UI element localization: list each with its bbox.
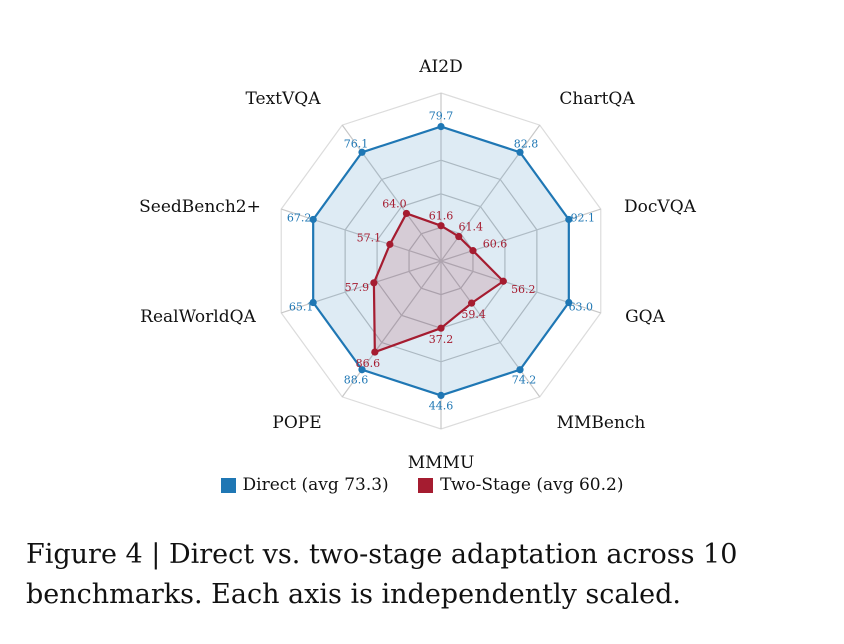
data-point-two-stage: [469, 247, 477, 255]
data-point-two-stage: [437, 324, 445, 332]
grid-spoke: [341, 124, 442, 262]
axis-label-mmbench: MMBench: [557, 413, 646, 433]
legend-item-direct: Direct (avg 73.3): [220, 475, 389, 495]
radar-grid: [280, 92, 602, 430]
value-label-direct: 63.0: [569, 301, 594, 314]
axis-label-pope: POPE: [272, 413, 321, 433]
grid-spoke: [341, 260, 442, 398]
axis-label-chartqa: ChartQA: [559, 89, 635, 109]
data-point-direct: [516, 366, 524, 374]
data-point-two-stage: [370, 279, 378, 287]
grid-spoke: [281, 208, 442, 262]
data-point-two-stage: [402, 209, 411, 218]
value-label-direct: 67.2: [287, 211, 312, 224]
radar-series: 79.7 82.8 92.1 63.0 74.2 44.6 88.6 65.1 67.2 76.1…: [287, 110, 595, 413]
value-label-two-stage: 57.1: [357, 231, 382, 244]
data-point-direct: [358, 366, 366, 374]
grid-spoke: [281, 260, 442, 314]
axis-label-ai2d: AI2D: [418, 57, 462, 77]
data-point-direct: [358, 148, 366, 156]
legend: Direct (avg 73.3) Two-Stage (avg 60.2): [0, 475, 844, 498]
value-label-two-stage: 56.2: [511, 283, 536, 296]
data-point-direct: [309, 298, 317, 307]
data-point-direct: [516, 148, 524, 156]
value-label-two-stage: 37.2: [429, 333, 454, 346]
radar-chart: 79.7 82.8 92.1 63.0 74.2 44.6 88.6 65.1 67.2 76.1…: [139, 57, 696, 473]
value-label-direct: 92.1: [571, 211, 596, 224]
value-label-direct: 79.7: [429, 110, 454, 123]
value-label-direct: 74.2: [512, 374, 537, 387]
value-label-direct: 88.6: [344, 374, 369, 387]
legend-label-two-stage: Two-Stage (avg 60.2): [440, 475, 624, 495]
figure-caption: Figure 4 | Direct vs. two-stage adaptati…: [26, 535, 826, 615]
value-label-two-stage: 61.6: [429, 210, 454, 223]
value-label-direct: 44.6: [429, 399, 454, 412]
legend-swatch-two-stage: [418, 477, 434, 493]
axis-label-realworldqa: RealWorldQA: [140, 307, 256, 327]
data-point-direct: [437, 123, 445, 131]
data-point-two-stage: [455, 232, 463, 241]
data-point-two-stage: [499, 277, 507, 285]
axis-labels: AI2D ChartQA DocVQA GQA MMBench MMMU POPE RealW…: [139, 57, 696, 473]
data-point-two-stage: [371, 348, 379, 356]
value-label-two-stage: 64.0: [382, 197, 407, 210]
legend-label-direct: Direct (avg 73.3): [242, 475, 389, 495]
data-point-two-stage: [468, 299, 476, 307]
axis-label-textvqa: TextVQA: [246, 89, 322, 109]
value-label-direct: 65.1: [289, 301, 314, 314]
value-label-two-stage: 60.6: [483, 238, 508, 251]
caption-line-2: benchmarks. Each axis is independently s…: [26, 579, 681, 610]
axis-label-mmmu: MMMU: [408, 453, 475, 473]
data-point-direct: [565, 298, 573, 307]
grid-spoke: [440, 260, 541, 398]
legend-item-two-stage: Two-Stage (avg 60.2): [418, 475, 623, 495]
axis-label-gqa: GQA: [625, 307, 666, 327]
data-point-direct: [309, 215, 317, 224]
axis-label-docvqa: DocVQA: [624, 197, 697, 217]
data-point-two-stage: [437, 222, 445, 230]
grid-spoke: [440, 208, 601, 262]
value-label-two-stage: 59.4: [461, 308, 486, 321]
data-point-direct: [437, 391, 445, 399]
value-label-two-stage: 86.6: [356, 357, 381, 370]
value-label-direct: 76.1: [344, 137, 369, 150]
data-point-direct: [565, 215, 573, 224]
value-label-two-stage: 57.9: [345, 281, 370, 294]
axis-label-seedbench2-: SeedBench2+: [139, 197, 261, 217]
data-point-two-stage: [386, 240, 394, 248]
grid-spoke: [440, 260, 601, 314]
value-label-two-stage: 61.4: [459, 221, 484, 234]
value-label-direct: 82.8: [514, 137, 539, 150]
legend-swatch-direct: [220, 477, 236, 493]
caption-line-1: Figure 4 | Direct vs. two-stage adaptati…: [26, 539, 738, 570]
